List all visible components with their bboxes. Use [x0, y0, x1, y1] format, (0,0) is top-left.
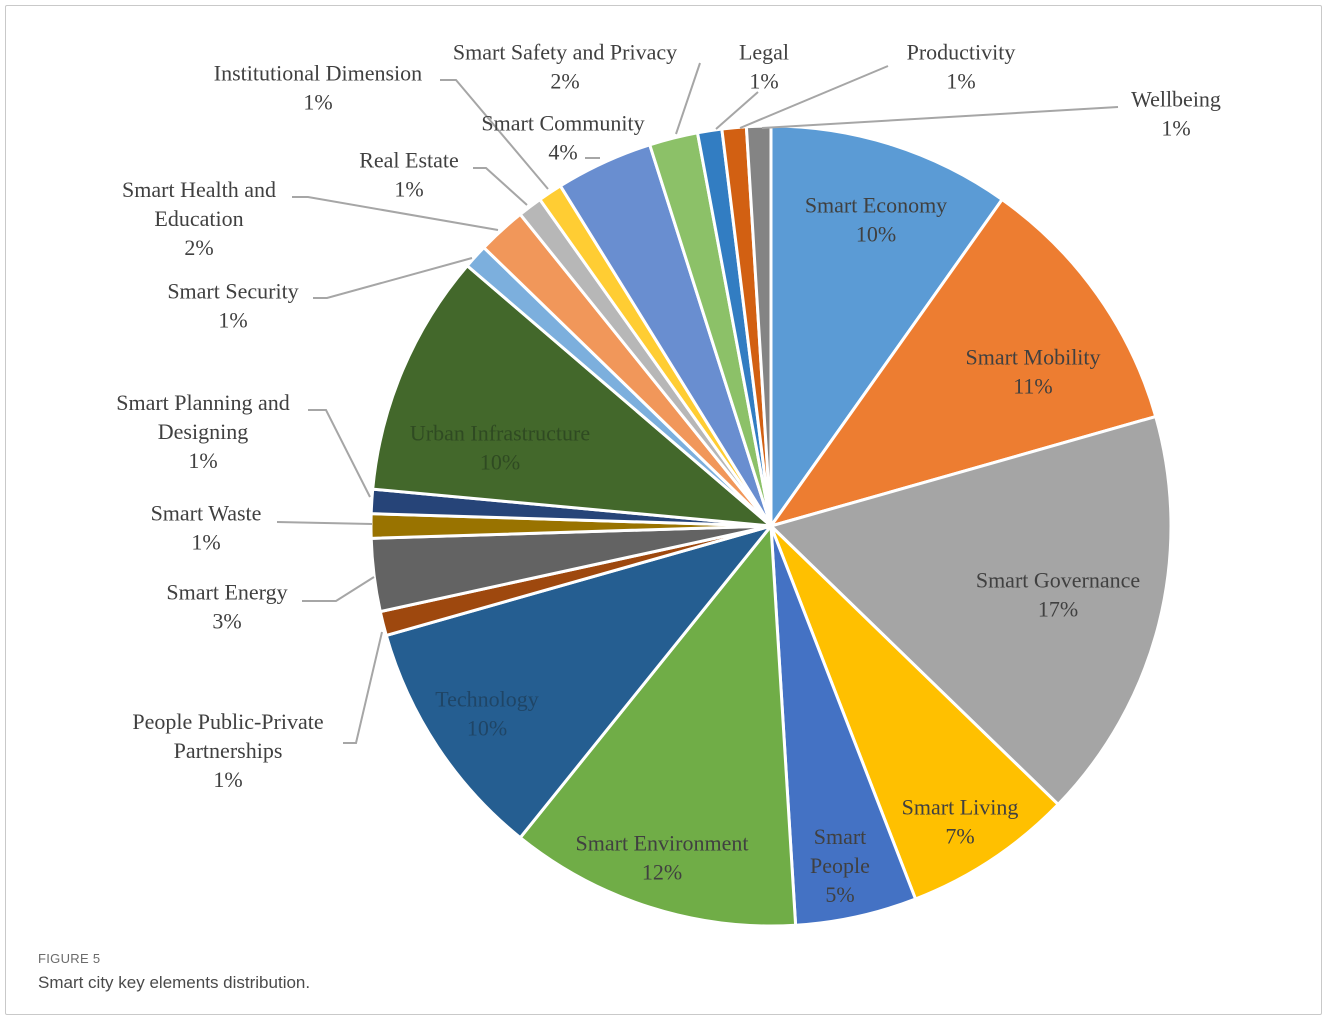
slice-smart-mobility — [769, 198, 1158, 528]
label-technology: Technology 10% — [435, 687, 539, 741]
label-smart-environment: Smart Environment 12% — [576, 831, 749, 885]
label-smart-people: Smart People 5% — [810, 824, 870, 907]
figure-caption: Smart city key elements distribution. — [38, 973, 311, 992]
label-real-estate: Real Estate 1% — [359, 148, 459, 202]
leader-smart-safety-and-privacy — [675, 62, 701, 135]
label-smart-health-and-education: Smart Health and Education 2% — [122, 177, 276, 260]
leader-wellbeing — [761, 106, 1119, 129]
label-institutional-dimension: Institutional Dimension 1% — [214, 61, 422, 115]
data-labels: Smart Economy 10% Smart Mobility 11% Smart G… — [116, 40, 1221, 908]
slice-urban-infrastructure — [371, 264, 773, 528]
label-smart-economy: Smart Economy 10% — [805, 193, 947, 247]
leader-real-estate — [473, 167, 528, 206]
label-smart-waste: Smart Waste 1% — [151, 501, 262, 555]
label-smart-mobility: Smart Mobility 11% — [965, 345, 1100, 399]
leader-people-public-private-partnerships — [343, 631, 383, 744]
figure-number: FIGURE 5 — [38, 951, 101, 966]
leader-productivity — [739, 65, 889, 129]
slice-technology — [384, 524, 773, 840]
leader-legal — [715, 91, 759, 130]
label-urban-infrastructure: Urban Infrastructure 10% — [410, 421, 590, 475]
label-smart-planning-and-designing: Smart Planning and Designing 1% — [116, 390, 290, 473]
label-smart-safety-and-privacy: Smart Safety and Privacy 2% — [453, 40, 677, 94]
label-smart-security: Smart Security 1% — [167, 279, 298, 333]
label-smart-governance: Smart Governance 17% — [976, 568, 1140, 622]
label-wellbeing: Wellbeing 1% — [1131, 87, 1221, 141]
leader-smart-health-and-education — [292, 196, 499, 231]
leader-lines — [276, 62, 1119, 744]
slice-wellbeing — [744, 124, 773, 528]
label-smart-community: Smart Community 4% — [481, 111, 644, 165]
leader-institutional-dimension — [440, 79, 549, 190]
slice-smart-governance — [769, 415, 1173, 806]
label-smart-energy: Smart Energy 3% — [166, 580, 287, 634]
leader-smart-waste — [276, 521, 373, 525]
pie-slices — [369, 124, 1173, 928]
leader-smart-planning-and-designing — [308, 409, 371, 498]
label-people-public-private-partnerships: People Public-Private Partnerships 1% — [132, 709, 323, 792]
leader-smart-security — [313, 257, 473, 299]
leader-smart-energy — [302, 576, 375, 602]
label-smart-living: Smart Living 7% — [902, 795, 1019, 849]
slice-smart-environment — [518, 524, 798, 928]
slice-smart-living — [769, 524, 1060, 901]
label-productivity: Productivity 1% — [907, 40, 1016, 94]
label-legal: Legal 1% — [739, 40, 789, 94]
